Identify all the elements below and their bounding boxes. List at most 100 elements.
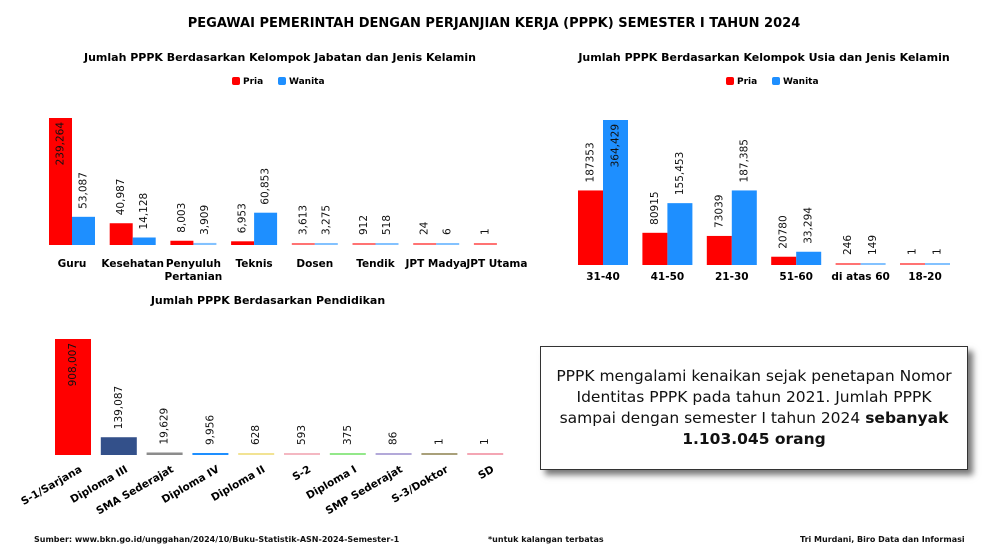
bar-education [375,453,412,455]
bar-wanita [667,203,693,265]
data-label-pria: 187353 [585,142,597,182]
bar-wanita [72,216,95,245]
bar-pria [231,241,255,245]
data-label-wanita: 14,128 [138,193,150,230]
footer-source: Sumber: www.bkn.go.id/unggahan/2024/10/B… [34,535,400,544]
bar-wanita [925,263,950,265]
data-label-pria: 1 [907,248,919,255]
bar-pria [109,223,133,245]
chart1-title: Jumlah PPPK Berdasarkan Kelompok Jabatan… [83,51,476,64]
data-label-wanita: 364,429 [610,124,622,167]
bar-education [192,453,229,455]
data-label-education: 1 [479,438,491,445]
bar-wanita [796,251,822,265]
footer-author: Tri Murdani, Biro Data dan Informasi [800,535,965,544]
legend-swatch-wanita [278,77,286,85]
chart2-bars: Pria Wanita 187353 364,429 31-40 80915 155,453… [578,77,950,283]
category-label: JPT Madya [404,258,466,270]
summary-note-box: PPPK mengalami kenaikan sejak penetapan … [540,346,968,470]
data-label-education: 628 [250,425,262,445]
category-label: 41-50 [651,271,685,283]
data-label-wanita: 6 [442,228,454,235]
bar-education [421,453,458,455]
data-label-wanita: 3,909 [199,205,211,235]
data-label-education: 375 [342,425,354,445]
bar-education [238,453,275,455]
category-label: di atas 60 [831,271,889,283]
bar-pria [835,263,861,265]
bar-pria [352,243,376,245]
legend-label-wanita: Wanita [783,77,819,87]
category-label: SD [476,463,496,482]
data-label-pria: 239,264 [55,122,67,166]
data-label-wanita: 1 [932,248,944,255]
bar-pria [578,190,603,265]
data-label-pria: 8,003 [176,203,188,233]
bar-wanita [603,120,628,265]
bar-wanita [193,242,217,245]
bar-pria [473,243,497,245]
category-label: Penyuluh [166,258,221,270]
category-label: Teknis [235,258,272,270]
data-label-pria: 1 [479,228,491,235]
main-title: PEGAWAI PEMERINTAH DENGAN PERJANJIAN KER… [188,16,801,31]
bar-pria [642,232,668,265]
category-label: 51-60 [779,271,813,283]
category-label: Kesehatan [101,258,164,270]
category-label: Pertanian [165,271,223,283]
data-label-wanita: 53,087 [78,172,90,209]
bar-wanita [254,212,278,245]
bar-wanita [314,243,338,245]
data-label-education: 139,087 [113,386,125,429]
data-label-pria: 24 [419,221,431,235]
data-label-pria: 20780 [778,215,790,248]
category-label: 21-30 [715,271,749,283]
data-label-pria: 3,613 [297,205,309,235]
bar-pria [771,256,797,265]
summary-note-bold: sebanyak 1.103.045 orang [682,409,949,448]
chart3-title: Jumlah PPPK Berdasarkan Pendidikan [150,294,385,307]
bar-education [467,453,504,455]
legend-swatch-pria [726,77,734,85]
legend-swatch-wanita [772,77,780,85]
category-label: S-2 [290,463,313,483]
category-label: Tendik [356,258,395,270]
chart2-title: Jumlah PPPK Berdasarkan Kelompok Usia da… [577,51,949,64]
bar-education [100,437,137,455]
data-label-wanita: 60,853 [260,168,272,205]
bar-wanita [731,190,757,265]
data-label-education: 86 [388,431,400,445]
data-label-pria: 246 [842,235,854,255]
data-label-wanita: 3,275 [320,205,332,235]
bar-wanita [436,243,460,245]
bar-pria [291,243,315,245]
data-label-wanita: 187,385 [738,139,750,182]
bar-pria [49,118,72,245]
data-label-education: 19,629 [159,408,171,445]
data-label-education: 908,007 [67,343,79,386]
bar-education [55,339,91,455]
data-label-pria: 73039 [713,195,725,228]
footer-confidential: *untuk kalangan terbatas [488,535,604,544]
data-label-wanita: 518 [381,215,393,235]
data-label-education: 1 [433,438,445,445]
data-label-wanita: 149 [867,235,879,255]
bar-pria [170,240,194,245]
category-label: JPT Utama [465,258,527,270]
data-label-pria: 6,953 [237,203,249,233]
data-label-wanita: 155,453 [674,152,686,195]
data-label-pria: 80915 [649,191,661,224]
legend-swatch-pria [232,77,240,85]
bar-education [284,453,320,455]
bar-wanita [375,243,399,245]
bar-education [329,453,366,455]
data-label-pria: 40,987 [115,178,127,215]
category-label: SMA Sederajat [94,463,175,517]
category-label: Guru [58,258,87,270]
legend-label-pria: Pria [243,77,263,87]
bar-wanita [860,263,886,265]
legend-label-pria: Pria [737,77,757,87]
legend-label-wanita: Wanita [289,77,325,87]
